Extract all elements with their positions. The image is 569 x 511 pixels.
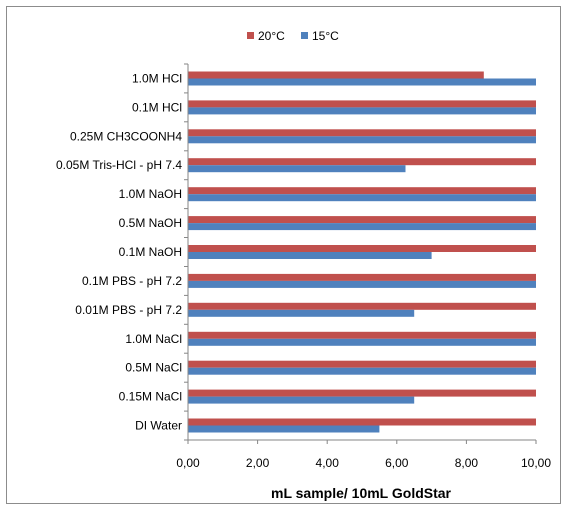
category-label: 0.1M HCl [132,100,182,114]
bar-series1-7 [188,273,536,281]
bar-series2-5 [188,223,536,231]
category-label: DI Water [135,419,182,433]
category-label: 0.15M NaCl [119,390,182,404]
category-label: 0.5M NaCl [125,361,182,375]
bar-series2-2 [188,136,536,144]
legend: 20°C 15°C [247,29,339,43]
bar-series1-8 [188,302,536,310]
bar-series2-10 [188,367,536,375]
category-label: 0.5M NaOH [119,216,182,230]
x-tick-label: 4,00 [316,456,340,470]
bar-series2-12 [188,425,380,433]
bar-series1-2 [188,129,536,137]
x-tick-label: 8,00 [455,456,479,470]
bar-series2-9 [188,338,536,346]
bar-series1-3 [188,158,536,166]
x-axis-title: mL sample/ 10mL GoldStar [271,485,452,501]
category-label: 1.0M NaOH [119,187,182,201]
bar-series1-6 [188,245,536,252]
x-tick-label: 10,00 [521,456,551,470]
bar-series1-1 [188,100,536,108]
bar-series1-10 [188,360,536,368]
legend-swatch [247,32,254,39]
bar-series2-8 [188,309,415,317]
bar-series2-7 [188,280,536,288]
legend-label: 15°C [312,29,339,43]
bar-series1-12 [188,418,536,426]
bar-series1-9 [188,331,536,339]
x-tick-label: 2,00 [246,456,270,470]
category-label: 1.0M NaCl [125,332,182,346]
category-label: 0.25M CH3COONH4 [70,129,182,143]
category-label: 0.1M NaOH [119,245,182,259]
legend-label: 20°C [258,29,285,43]
category-label: 0.1M PBS - pH 7.2 [82,274,182,288]
bar-series2-4 [188,194,536,202]
category-label: 0.01M PBS - pH 7.2 [75,303,182,317]
bars [188,71,536,433]
bar-series2-0 [188,78,536,86]
bar-series1-5 [188,216,536,224]
category-labels: 1.0M HCl 0.1M HCl 0.25M CH3COONH4 0.05M Tri… [56,72,182,433]
bar-series2-6 [188,252,432,259]
bar-series1-11 [188,389,536,397]
bar-series2-11 [188,396,415,404]
category-label: 1.0M HCl [132,72,182,86]
category-label: 0.05M Tris-HCl - pH 7.4 [56,158,182,172]
x-tick-label: 0,00 [176,456,200,470]
bar-series1-0 [188,71,484,79]
legend-swatch [301,32,308,39]
x-axis: 0,00 2,00 4,00 6,00 8,00 10,00 [176,63,551,470]
x-tick-label: 6,00 [385,456,409,470]
bar-series1-4 [188,187,536,195]
bar-series2-1 [188,107,536,115]
bar-series2-3 [188,165,406,173]
